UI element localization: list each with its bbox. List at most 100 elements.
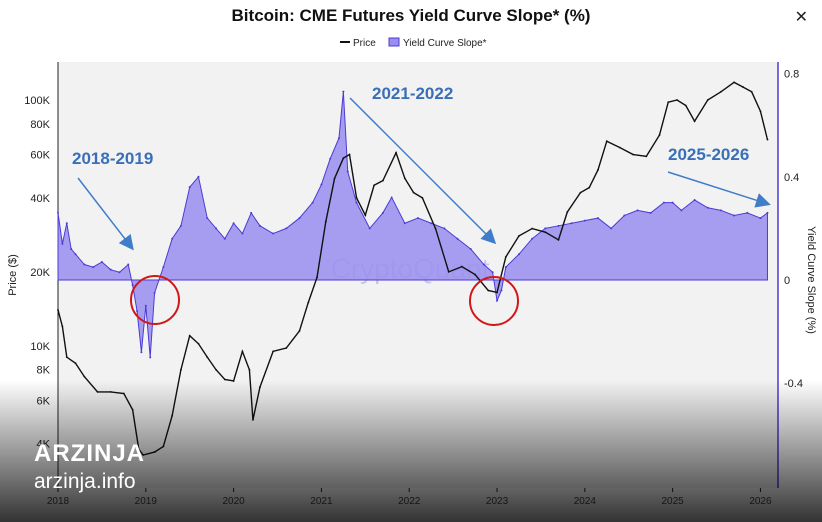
left-tick-label: 40K [30, 193, 50, 205]
slope-point [311, 201, 314, 204]
price-point [241, 350, 244, 353]
slope-point [223, 237, 226, 240]
price-point [333, 177, 336, 180]
price-point [766, 138, 769, 141]
slope-point [100, 260, 103, 263]
left-tick-label: 20K [30, 267, 50, 279]
slope-point [131, 284, 134, 287]
slope-point [70, 248, 73, 251]
slope-point [197, 175, 200, 178]
slope-point [320, 183, 323, 186]
legend-slope-label: Yield Curve Slope* [403, 38, 487, 49]
slope-point [83, 263, 86, 266]
slope-point [504, 266, 507, 269]
price-point [579, 191, 582, 194]
legend-slope-swatch [388, 37, 400, 47]
slope-point [355, 201, 358, 204]
right-tick-label: 0.4 [784, 172, 799, 184]
slope-point [403, 222, 406, 225]
price-point [83, 375, 86, 378]
price-point [684, 104, 687, 107]
slope-point [491, 271, 494, 274]
slope-point [346, 170, 349, 173]
price-point [632, 153, 635, 156]
slope-point [162, 266, 165, 269]
slope-point [337, 137, 340, 140]
price-point [373, 184, 375, 187]
price-point [197, 342, 200, 345]
slope-point [188, 186, 191, 189]
slope-point [258, 224, 261, 227]
price-point [364, 214, 367, 217]
close-icon[interactable]: ✕ [794, 9, 808, 26]
slope-point [443, 227, 446, 230]
price-point [206, 356, 209, 359]
slope-point [329, 157, 332, 160]
slope-point [127, 263, 130, 266]
slope-point [65, 222, 68, 225]
slope-point [597, 217, 599, 220]
slope-point [557, 224, 560, 227]
right-tick-label: 0 [784, 275, 790, 287]
price-point [750, 90, 753, 93]
left-tick-label: 80K [30, 119, 50, 131]
slope-point [232, 222, 235, 225]
chart-title: Bitcoin: CME Futures Yield Curve Slope* … [231, 6, 591, 25]
price-point [65, 356, 68, 359]
y-right-label: Yield Curve Slope (%) [805, 226, 817, 334]
price-point [421, 196, 424, 199]
price-point [706, 99, 709, 101]
slope-point [500, 289, 503, 292]
price-point [447, 270, 450, 273]
slope-point [272, 232, 275, 235]
price-point [667, 101, 670, 104]
slope-point [746, 211, 749, 214]
slope-point [149, 356, 152, 359]
price-point [412, 191, 415, 194]
price-point [487, 289, 490, 292]
slope-point [680, 209, 683, 212]
price-point [342, 157, 345, 160]
annotation-label: 2018-2019 [72, 149, 153, 168]
price-point [61, 325, 64, 328]
slope-point [759, 217, 762, 220]
slope-point [649, 211, 652, 214]
annotation-arrow [667, 171, 771, 208]
slope-point [636, 209, 639, 212]
slope-point [118, 271, 121, 274]
price-point [741, 86, 744, 88]
slope-point [136, 309, 139, 312]
slope-point [671, 201, 674, 204]
slope-point [456, 237, 459, 240]
price-point [74, 362, 77, 365]
price-point [316, 276, 318, 279]
price-point [403, 177, 406, 180]
price-point [298, 330, 301, 332]
slope-point [469, 248, 472, 251]
slope-point [215, 227, 218, 230]
slope-point [417, 217, 419, 220]
slope-point [583, 219, 586, 222]
left-tick-label: 60K [30, 150, 50, 162]
price-point [434, 227, 437, 230]
price-point [531, 227, 534, 230]
slope-point [368, 227, 371, 230]
price-point [348, 153, 351, 156]
slope-point [766, 211, 769, 214]
legend-price-label: Price [353, 38, 376, 49]
price-point [307, 301, 310, 304]
price-point [676, 99, 678, 101]
price-point [566, 211, 569, 214]
price-point [381, 179, 384, 182]
price-point [693, 120, 696, 123]
slope-point [140, 351, 143, 354]
price-point [272, 350, 275, 353]
slope-point [206, 217, 209, 220]
price-point [395, 151, 397, 154]
highlight-circle-2022 [469, 276, 519, 326]
price-point [588, 186, 591, 189]
price-point [504, 256, 507, 258]
price-point [759, 110, 762, 113]
price-point [180, 368, 182, 371]
